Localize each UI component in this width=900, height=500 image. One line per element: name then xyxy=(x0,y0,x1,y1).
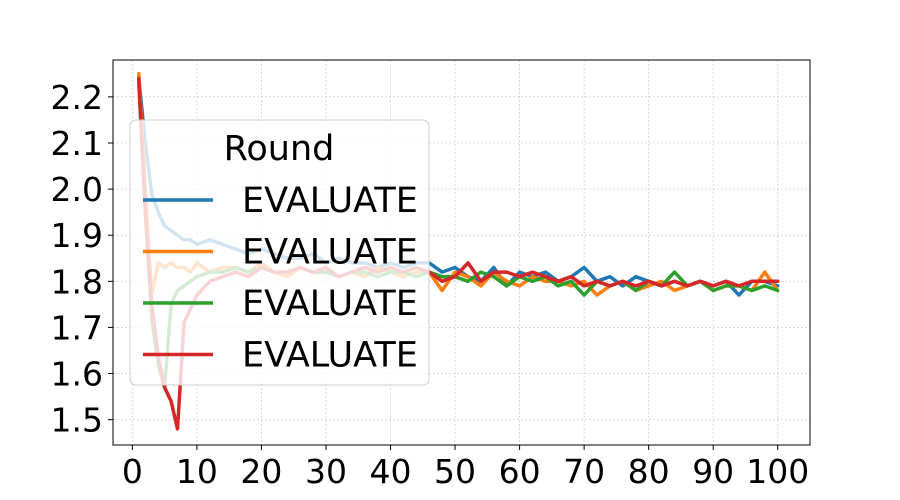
legend-entry-4: EVALUATE xyxy=(143,336,418,376)
y-axis-ticks: 1.5 1.6 1.7 1.8 1.9 2.0 2.1 2.2 xyxy=(51,78,113,440)
x-tick-label: 100 xyxy=(746,452,809,491)
x-tick-label: 70 xyxy=(563,452,605,491)
x-tick-label: 10 xyxy=(176,452,218,491)
legend-box xyxy=(129,119,430,386)
plot-frame xyxy=(112,59,811,446)
legend: Round EVALUATE EVALUATE EVALUATE EVALUATE xyxy=(129,119,430,386)
legend-label: EVALUATE xyxy=(242,233,418,273)
legend-entry-3: EVALUATE xyxy=(143,284,418,324)
x-tick-label: 80 xyxy=(628,452,670,491)
legend-label: EVALUATE xyxy=(242,181,418,221)
y-tick-label: 2.1 xyxy=(51,124,103,163)
x-tick-label: 50 xyxy=(434,452,476,491)
x-tick-label: 20 xyxy=(240,452,282,491)
legend-label: EVALUATE xyxy=(242,336,418,376)
legend-entry-1: EVALUATE xyxy=(143,181,418,221)
x-tick-label: 40 xyxy=(370,452,412,491)
y-tick-label: 1.5 xyxy=(51,401,103,440)
x-tick-label: 90 xyxy=(692,452,734,491)
x-tick-label: 0 xyxy=(122,452,143,491)
x-tick-label: 60 xyxy=(499,452,541,491)
y-tick-label: 2.2 xyxy=(51,78,103,117)
x-tick-label: 30 xyxy=(305,452,347,491)
y-tick-label: 1.8 xyxy=(51,262,103,301)
legend-entries: EVALUATE EVALUATE EVALUATE EVALUATE xyxy=(143,181,418,376)
x-axis-ticks: 0 10 20 30 40 50 60 70 80 90 100 xyxy=(122,445,809,491)
y-tick-label: 1.6 xyxy=(51,355,103,394)
y-tick-label: 1.7 xyxy=(51,308,103,347)
y-tick-label: 2.0 xyxy=(51,170,103,209)
legend-label: EVALUATE xyxy=(242,284,418,324)
legend-entry-2: EVALUATE xyxy=(143,233,418,273)
y-tick-label: 1.9 xyxy=(51,216,103,255)
legend-title: Round xyxy=(224,129,335,169)
